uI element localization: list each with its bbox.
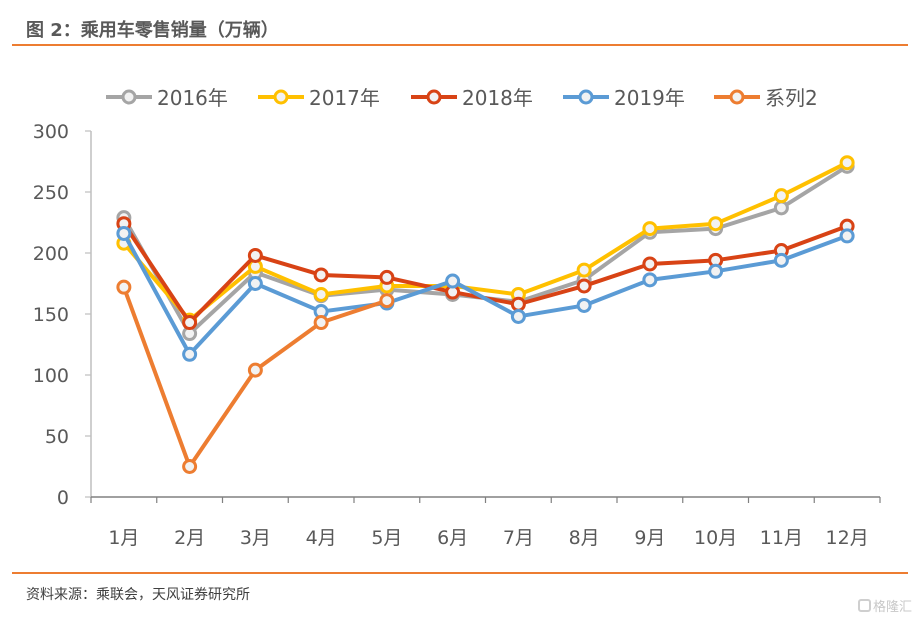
series-line: [122, 160, 849, 323]
watermark-logo-icon: [857, 599, 871, 612]
data-point: [510, 308, 526, 324]
x-tick-label: 6月: [437, 527, 468, 549]
figure-title: 图 2：乘用车零售销量（万辆）: [26, 20, 279, 41]
legend-item: 2019年: [563, 86, 685, 110]
legend-dot-marker: [426, 89, 442, 105]
y-tick-label: 300: [33, 121, 69, 143]
data-point: [839, 155, 855, 171]
data-point: [773, 188, 789, 204]
data-point: [773, 200, 789, 216]
x-tick-label: 9月: [634, 527, 665, 549]
data-point: [247, 247, 263, 263]
y-tick-label: 250: [33, 182, 69, 204]
series-layer: [116, 155, 855, 474]
data-point: [379, 293, 395, 309]
data-point: [576, 297, 592, 313]
series-2019年: [116, 225, 855, 362]
y-tick-label: 100: [33, 365, 69, 387]
watermark-text: 格隆汇: [872, 600, 912, 615]
y-tick-label: 50: [45, 426, 69, 448]
source-divider: [12, 572, 908, 574]
data-point: [247, 276, 263, 291]
x-tick-label: 2月: [174, 527, 205, 549]
data-point: [839, 228, 855, 244]
data-point: [773, 252, 789, 268]
legend-item: 2017年: [258, 86, 380, 110]
y-tick-label: 200: [33, 243, 69, 265]
source-note: 资料来源：乘联会，天风证券研究所: [26, 587, 250, 603]
legend-item: 系列2: [714, 86, 818, 110]
data-point: [182, 459, 198, 474]
y-axis: 0 50 100 150 200 250 300: [33, 121, 92, 509]
data-point: [182, 346, 198, 362]
x-axis: 1月 2月 3月 4月 5月 6月 7月 8月 9月 10月 11月 12月: [90, 496, 881, 549]
data-point: [642, 221, 658, 237]
data-point: [708, 216, 724, 232]
watermark: 格隆汇: [857, 596, 912, 615]
data-point: [313, 315, 329, 331]
data-point: [116, 279, 132, 295]
x-tick-label: 7月: [503, 527, 534, 549]
line-chart: 2016年 2017年 2018年 2019年 系列2 0 50 100 150 200 250 3…: [33, 86, 881, 549]
legend-label: 系列2: [765, 86, 818, 110]
data-point: [576, 262, 592, 278]
legend-dot-marker: [121, 89, 137, 105]
legend-label: 2017年: [309, 86, 380, 110]
data-point: [379, 269, 395, 285]
x-tick-label: 11月: [760, 527, 803, 549]
data-point: [182, 315, 198, 331]
x-tick-label: 10月: [694, 527, 737, 549]
data-point: [510, 296, 526, 312]
legend-dot-marker: [729, 89, 745, 105]
x-tick-label: 5月: [371, 527, 402, 549]
x-tick-label: 4月: [306, 527, 337, 549]
data-point: [116, 225, 132, 241]
x-tick-label: 3月: [240, 527, 271, 549]
series-系列2: [116, 279, 395, 474]
legend: 2016年 2017年 2018年 2019年 系列2: [106, 86, 818, 110]
x-tick-label: 12月: [826, 527, 869, 549]
data-point: [247, 362, 263, 378]
y-tick-label: 0: [57, 487, 69, 509]
title-divider: [12, 44, 908, 46]
data-point: [576, 278, 592, 294]
x-tick-label: 8月: [569, 527, 600, 549]
data-point: [642, 272, 658, 288]
legend-label: 2016年: [157, 86, 228, 110]
legend-label: 2019年: [614, 86, 685, 110]
legend-item: 2018年: [411, 86, 533, 110]
legend-dot-marker: [273, 89, 289, 105]
legend-dot-marker: [578, 89, 594, 105]
data-point: [313, 286, 329, 302]
x-tick-label: 1月: [108, 527, 139, 549]
data-point: [313, 267, 329, 283]
y-tick-label: 150: [33, 304, 69, 326]
legend-label: 2018年: [462, 86, 533, 110]
series-line: [122, 232, 848, 357]
data-point: [445, 273, 461, 289]
data-point: [642, 256, 658, 272]
legend-item: 2016年: [106, 86, 228, 110]
data-point: [708, 263, 724, 279]
